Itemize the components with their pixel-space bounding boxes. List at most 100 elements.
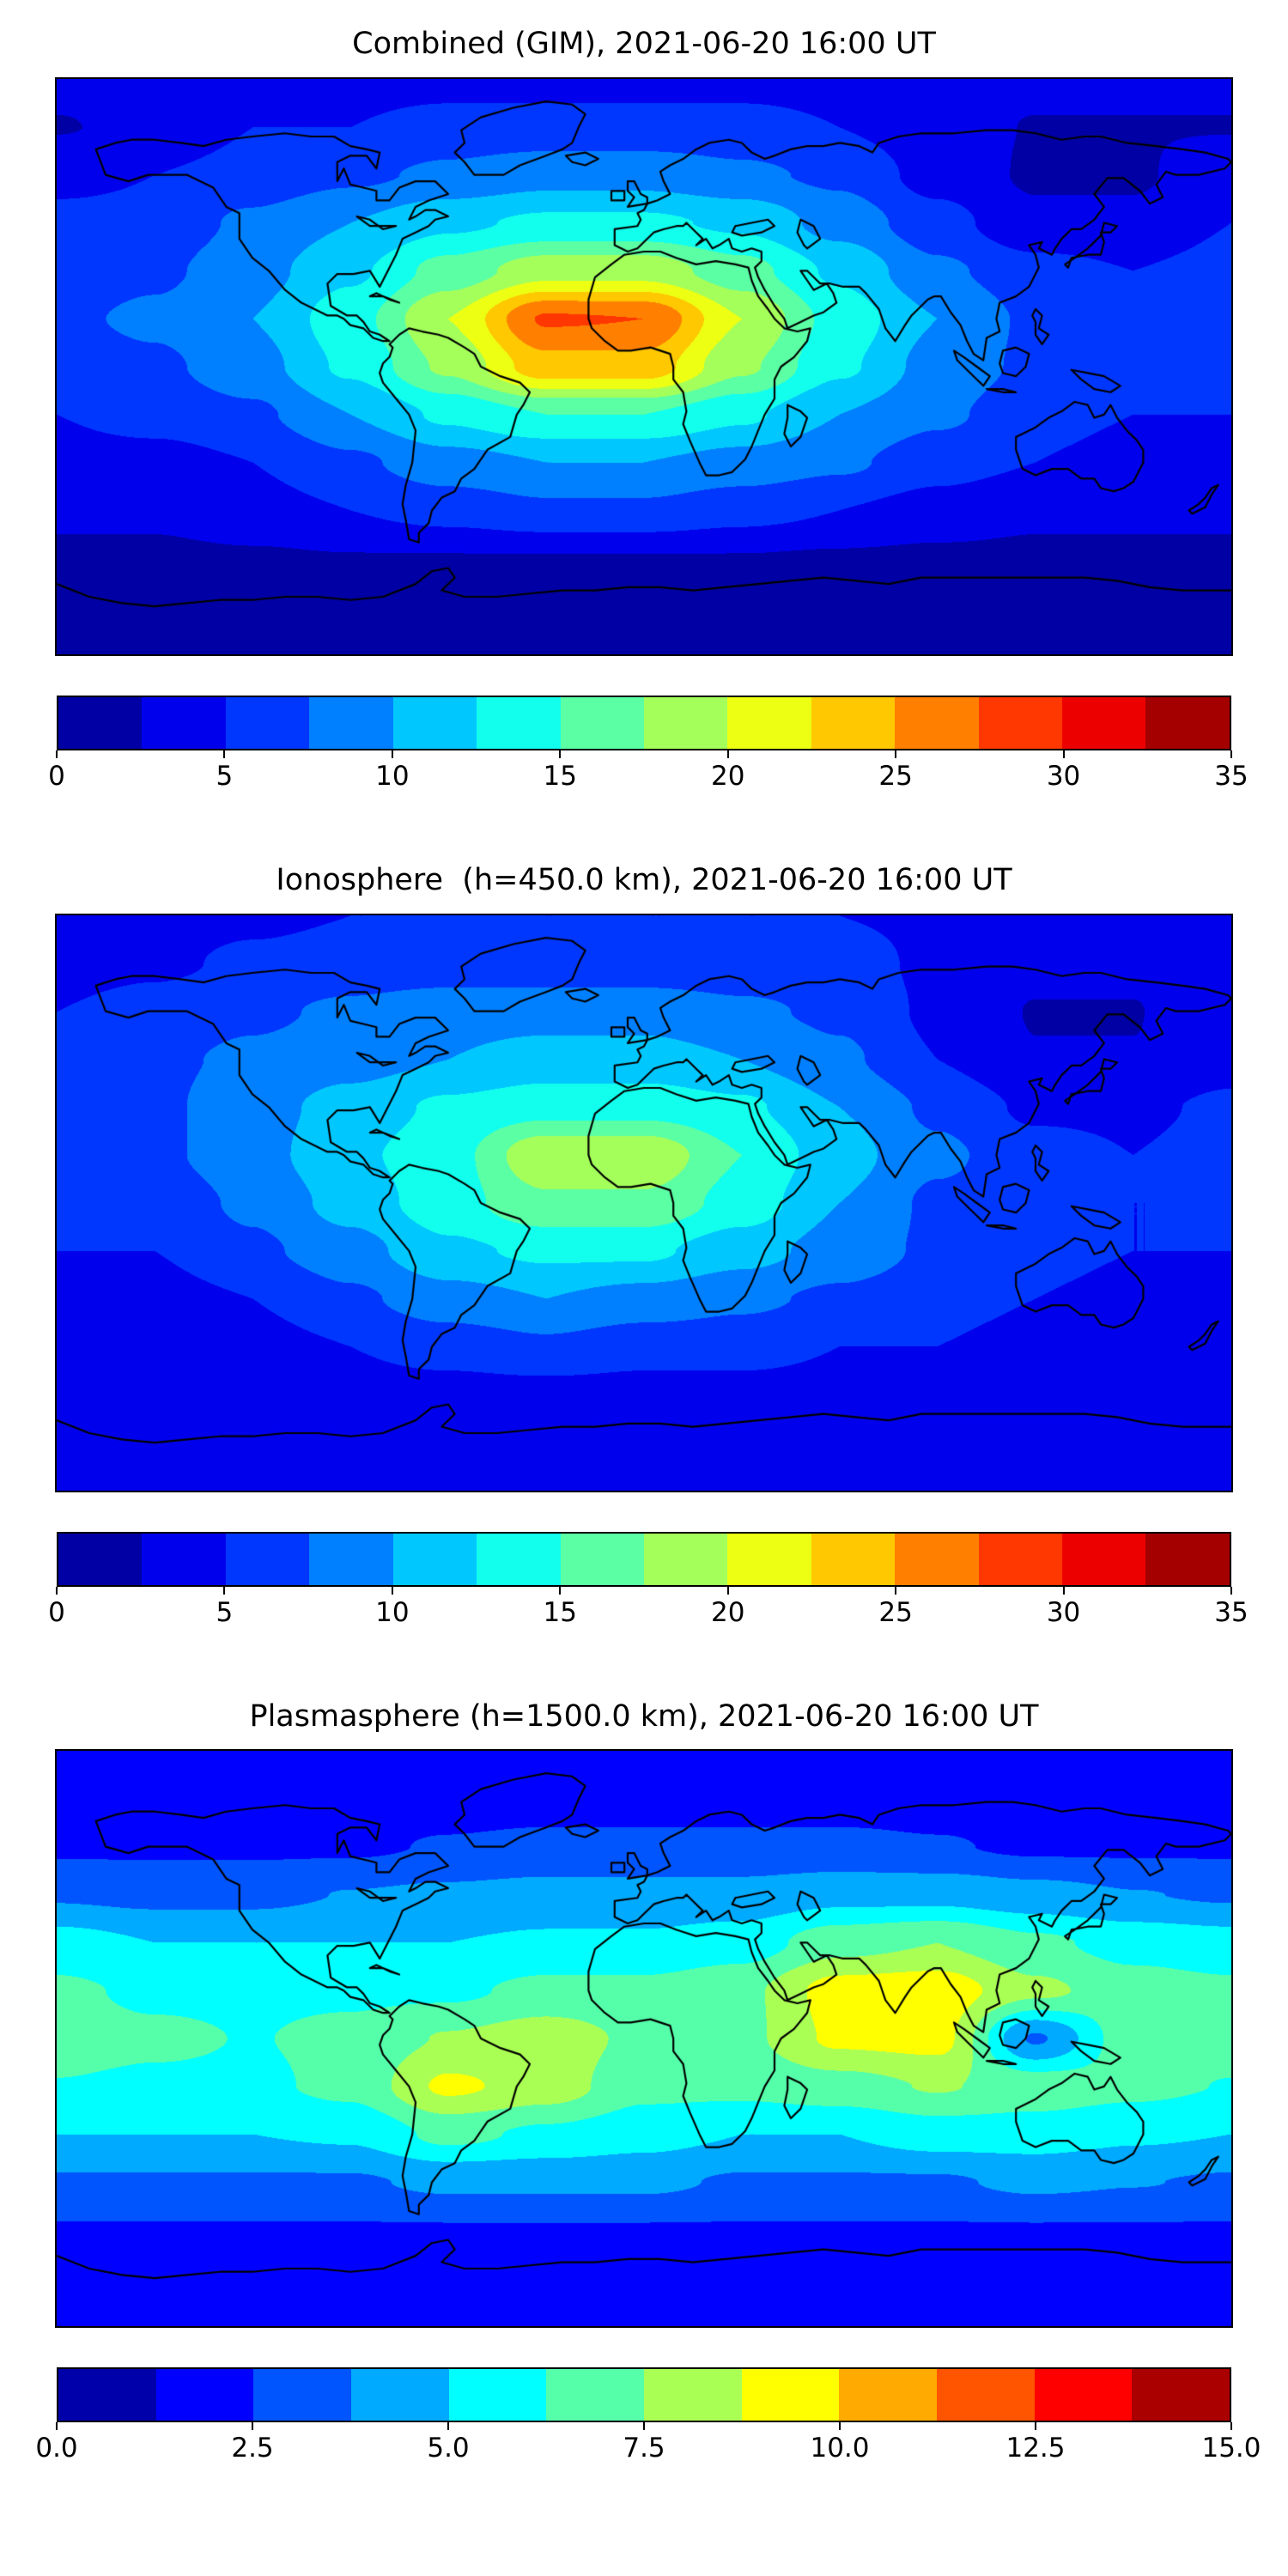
colorbar-segment — [309, 696, 393, 749]
colorbar-tick-mark — [223, 750, 226, 758]
colorbar-tick-mark — [1230, 1586, 1232, 1595]
colorbar-tick-label: 35 — [1214, 760, 1249, 792]
colorbar-tick-mark — [559, 1586, 562, 1595]
colorbar-tick-label: 0 — [48, 1596, 65, 1628]
figure-page: Combined (GIM), 2021-06-20 16:00 UT 0 5 10… — [0, 26, 1288, 2468]
colorbar-segment — [392, 1533, 477, 1585]
colorbar-tick-label: 2.5 — [231, 2433, 274, 2464]
colorbar-segment — [727, 696, 811, 749]
colorbar-wrap-combined: 0 5 10 15 20 25 30 35 — [48, 695, 1249, 795]
colorbar-tick-label: 15.0 — [1201, 2433, 1261, 2464]
map-combined — [55, 76, 1233, 656]
colorbar-tick-label: 7.5 — [623, 2433, 665, 2464]
colorbar-segment — [142, 1533, 226, 1585]
colorbar-tick-mark — [559, 750, 562, 758]
colorbar-tick-label: 15 — [543, 760, 578, 792]
colorbar-tick-mark — [643, 2422, 645, 2431]
colorbar-tick-label: 10.0 — [810, 2433, 870, 2464]
colorbar-tick-mark — [447, 2422, 449, 2431]
colorbar-segment — [811, 1533, 896, 1585]
map-canvas-combined — [57, 78, 1231, 654]
colorbar-tick-label: 15 — [543, 1596, 578, 1628]
colorbar-segment — [644, 2369, 742, 2421]
colorbar-segment — [895, 1533, 979, 1585]
colorbar-segment — [546, 2369, 645, 2421]
colorbar-segment — [477, 696, 561, 749]
map-canvas-ionosphere — [57, 914, 1231, 1491]
colorbar-tick-mark — [56, 1586, 58, 1595]
colorbar-tick-label: 30 — [1046, 1596, 1081, 1628]
colorbar-segment — [142, 696, 226, 749]
colorbar-segment — [225, 1533, 310, 1585]
map-canvas-plasmasphere — [57, 1751, 1231, 2327]
colorbar-segment — [560, 696, 644, 749]
colorbar-tick-label: 10 — [375, 760, 410, 792]
colorbar-segment — [1145, 1533, 1230, 1585]
colorbar-tick-label: 20 — [710, 1596, 745, 1628]
colorbar-tick-mark — [223, 1586, 226, 1595]
colorbar-segment — [560, 1533, 644, 1585]
colorbar-tick-label: 5.0 — [427, 2433, 470, 2464]
colorbar-tick-label: 0.0 — [35, 2433, 78, 2464]
figure-title-plasmasphere: Plasmasphere (h=1500.0 km), 2021-06-20 1… — [249, 1698, 1039, 1734]
colorbar-segment — [811, 696, 896, 749]
colorbar-tick-label: 5 — [216, 760, 234, 792]
colorbar-tick-mark — [1230, 2422, 1232, 2431]
colorbar-tick-label: 12.5 — [1005, 2433, 1066, 2464]
colorbar-tick-mark — [391, 1586, 393, 1595]
colorbar-tick-mark — [56, 750, 58, 758]
colorbar-tick-mark — [1062, 750, 1065, 758]
colorbar-tick-mark — [895, 1586, 897, 1595]
colorbar-tick-label: 25 — [878, 760, 913, 792]
colorbar-tick-mark — [839, 2422, 841, 2431]
figure-title-combined: Combined (GIM), 2021-06-20 16:00 UT — [352, 27, 936, 61]
figure-ionosphere: Ionosphere (h=450.0 km), 2021-06-20 16:0… — [0, 862, 1288, 1631]
colorbar-tick-label: 30 — [1046, 760, 1081, 792]
colorbar-segment — [155, 2369, 254, 2421]
colorbar-segment — [58, 1533, 143, 1585]
colorbar-segment — [1034, 2369, 1133, 2421]
colorbar-segment — [448, 2369, 547, 2421]
colorbar-tick-label: 5 — [216, 1596, 234, 1628]
colorbar-ticks-plasmasphere: 0.0 2.5 5.0 7.5 10.0 12.5 15.0 — [35, 2422, 1261, 2467]
colorbar-segment — [978, 1533, 1063, 1585]
colorbar-segment — [978, 696, 1063, 749]
figure-title-ionosphere: Ionosphere (h=450.0 km), 2021-06-20 16:0… — [276, 862, 1012, 897]
colorbar-tick-mark — [895, 750, 897, 758]
colorbar-segment — [351, 2369, 449, 2421]
figure-combined: Combined (GIM), 2021-06-20 16:00 UT 0 5 10… — [0, 26, 1288, 795]
colorbar-wrap-ionosphere: 0 5 10 15 20 25 30 35 — [48, 1531, 1249, 1631]
colorbar-tick-label: 25 — [878, 1596, 913, 1628]
colorbar-segment — [477, 1533, 561, 1585]
colorbar-segment — [1132, 2369, 1230, 2421]
figure-plasmasphere: Plasmasphere (h=1500.0 km), 2021-06-20 1… — [0, 1698, 1288, 2468]
colorbar-segment — [1062, 1533, 1146, 1585]
colorbar-segment — [1145, 696, 1230, 749]
colorbar-plasmasphere — [57, 2367, 1231, 2423]
colorbar-segment — [741, 2369, 840, 2421]
colorbar-wrap-plasmasphere: 0.0 2.5 5.0 7.5 10.0 12.5 15.0 — [35, 2367, 1261, 2467]
colorbar-segment — [895, 696, 979, 749]
colorbar-segment — [253, 2369, 352, 2421]
colorbar-ticks-ionosphere: 0 5 10 15 20 25 30 35 — [48, 1586, 1249, 1631]
colorbar-ticks-combined: 0 5 10 15 20 25 30 35 — [48, 750, 1249, 795]
colorbar-segment — [839, 2369, 938, 2421]
colorbar-segment — [643, 1533, 728, 1585]
colorbar-segment — [727, 1533, 811, 1585]
colorbar-segment — [225, 696, 310, 749]
colorbar-tick-label: 35 — [1214, 1596, 1249, 1628]
colorbar-segment — [309, 1533, 393, 1585]
colorbar-tick-mark — [1230, 750, 1232, 758]
colorbar-tick-label: 0 — [48, 760, 65, 792]
colorbar-tick-mark — [1035, 2422, 1036, 2431]
colorbar-tick-label: 20 — [710, 760, 745, 792]
colorbar-tick-mark — [391, 750, 393, 758]
colorbar-ionosphere — [57, 1531, 1231, 1587]
colorbar-tick-label: 10 — [375, 1596, 410, 1628]
colorbar-tick-mark — [1062, 1586, 1065, 1595]
map-ionosphere — [55, 913, 1233, 1492]
colorbar-segment — [643, 696, 728, 749]
colorbar-segment — [58, 696, 143, 749]
colorbar-segment — [1062, 696, 1146, 749]
map-plasmasphere — [55, 1749, 1233, 2329]
